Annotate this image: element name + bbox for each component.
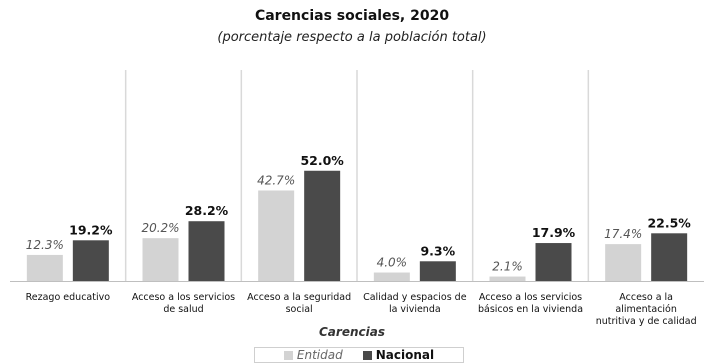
category-label: de salud xyxy=(163,304,203,315)
legend-label-nacional: Nacional xyxy=(375,348,435,362)
bar-entidad xyxy=(26,254,63,281)
data-label-entidad: 4.0% xyxy=(377,256,408,270)
category-label: Calidad y espacios de xyxy=(363,292,467,303)
legend-item-entidad: Entidad xyxy=(283,348,343,362)
category-label: Rezago educativo xyxy=(26,292,111,303)
bar-entidad xyxy=(489,276,526,281)
data-label-nacional: 17.9% xyxy=(532,225,576,240)
bar-nacional xyxy=(651,233,688,281)
category-label: alimentación xyxy=(615,304,676,315)
data-label-entidad: 12.3% xyxy=(26,238,64,252)
bar-nacional xyxy=(72,240,109,281)
legend-swatch-nacional xyxy=(362,350,372,360)
legend: Entidad Nacional xyxy=(254,347,464,363)
category-label: Acceso a los servicios xyxy=(479,292,582,303)
category-label: social xyxy=(286,304,313,315)
chart-subtitle: (porcentaje respecto a la población tota… xyxy=(217,30,487,45)
data-label-entidad: 17.4% xyxy=(604,227,642,241)
data-label-nacional: 52.0% xyxy=(300,153,344,168)
data-label-entidad: 2.1% xyxy=(492,260,523,274)
x-axis-label: Carencias xyxy=(319,325,385,339)
data-label-entidad: 20.2% xyxy=(141,221,179,235)
data-label-nacional: 19.2% xyxy=(69,222,113,237)
legend-item-nacional: Nacional xyxy=(362,348,435,362)
category-label: Acceso a los servicios xyxy=(132,292,235,303)
chart-title: Carencias sociales, 2020 xyxy=(254,8,450,24)
data-label-entidad: 42.7% xyxy=(257,173,295,187)
category-label: Acceso a la seguridad xyxy=(247,292,351,303)
bar-entidad xyxy=(142,238,179,281)
bar-nacional xyxy=(188,221,225,281)
category-label: Acceso a la xyxy=(619,292,673,303)
data-label-nacional: 9.3% xyxy=(420,243,455,258)
data-label-nacional: 28.2% xyxy=(185,203,229,218)
category-label: la vivienda xyxy=(389,304,441,315)
category-label: nutritiva y de calidad xyxy=(596,316,697,327)
bar-nacional xyxy=(419,261,456,281)
legend-label-entidad: Entidad xyxy=(296,348,343,362)
legend-swatch-entidad xyxy=(283,350,293,360)
bar-nacional xyxy=(304,170,341,281)
category-label: básicos en la vivienda xyxy=(478,304,583,315)
bar-nacional xyxy=(535,243,572,281)
bar-entidad xyxy=(605,244,642,281)
bar-entidad xyxy=(258,190,295,281)
bar-entidad xyxy=(373,272,410,281)
data-label-nacional: 22.5% xyxy=(647,215,691,230)
